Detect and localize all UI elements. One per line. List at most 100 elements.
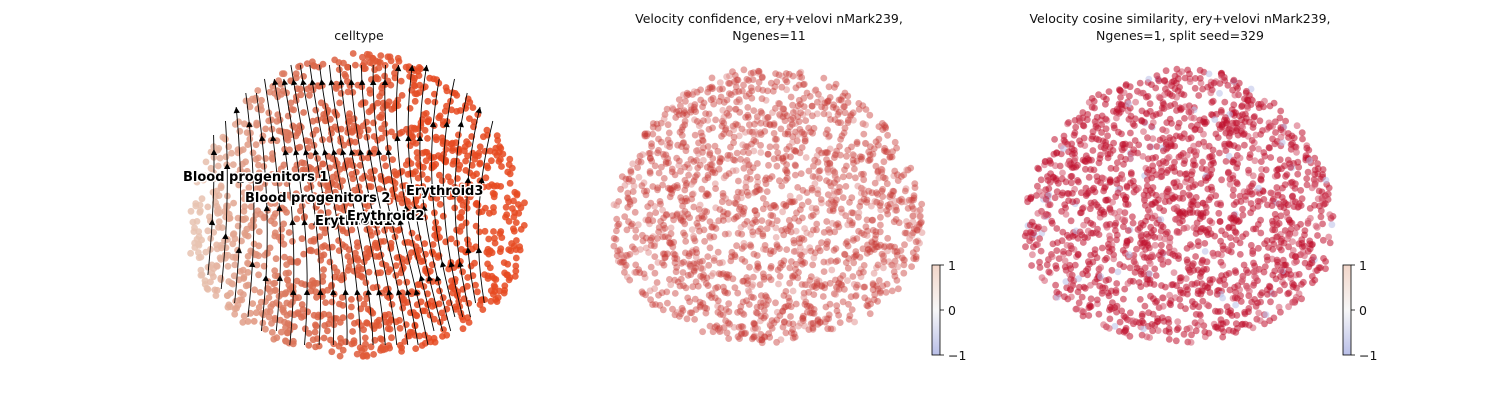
cell-point — [255, 271, 262, 279]
cell-point — [634, 164, 641, 172]
cell-point — [1239, 320, 1247, 328]
cell-point — [886, 243, 893, 250]
cell-point — [696, 227, 703, 235]
cell-point — [783, 167, 791, 175]
cell-point — [366, 227, 374, 235]
cell-point — [350, 115, 358, 123]
cell-point — [417, 258, 425, 265]
cell-point — [1080, 134, 1088, 142]
cell-point — [1191, 300, 1199, 308]
cell-point — [695, 214, 702, 222]
cell-point — [375, 64, 383, 72]
cell-point — [471, 152, 479, 159]
cell-point — [792, 171, 799, 179]
cell-point — [709, 270, 717, 277]
cell-point — [754, 260, 761, 268]
cell-point — [484, 272, 492, 280]
cell-point — [398, 92, 406, 99]
cell-point — [1202, 142, 1209, 150]
cell-point — [1241, 141, 1248, 149]
cell-point — [412, 345, 420, 352]
cell-point — [1147, 223, 1155, 231]
cell-point — [1173, 93, 1180, 101]
cell-point — [1093, 296, 1101, 304]
cell-point — [456, 161, 464, 169]
cell-point — [387, 81, 395, 89]
cell-point — [1197, 318, 1205, 325]
cell-point — [880, 158, 888, 166]
cell-point — [766, 143, 774, 151]
cell-point — [825, 83, 833, 91]
cell-point — [293, 215, 301, 223]
cell-point — [1068, 140, 1076, 148]
panel2-title-line2: Ngenes=11 — [732, 28, 805, 43]
cell-point — [856, 202, 864, 210]
cell-point — [249, 149, 257, 157]
cell-point — [1325, 184, 1333, 192]
stream-arrow — [300, 79, 307, 86]
cell-point — [499, 150, 507, 158]
cell-point — [792, 227, 800, 235]
cell-point — [665, 129, 673, 137]
cell-point — [735, 132, 743, 140]
cell-point — [750, 250, 758, 258]
cell-point — [1210, 252, 1218, 260]
cell-point — [1275, 220, 1283, 227]
stream-arrow — [262, 275, 269, 282]
cell-point — [845, 172, 853, 180]
cell-point — [1260, 149, 1268, 156]
cell-point — [651, 162, 659, 170]
cell-point — [1218, 227, 1225, 235]
cell-point — [1199, 209, 1207, 217]
cell-point — [801, 137, 809, 145]
cell-point — [1217, 258, 1225, 266]
cell-point — [697, 264, 705, 272]
cell-point — [1276, 287, 1284, 294]
cell-point — [831, 173, 839, 181]
cell-point — [1299, 135, 1306, 143]
cell-point — [1239, 276, 1247, 283]
cell-point — [908, 263, 915, 270]
cell-point — [1236, 239, 1244, 247]
cell-point — [240, 275, 248, 282]
cell-point — [1116, 87, 1124, 94]
cell-point — [1173, 229, 1181, 236]
cell-point — [688, 226, 696, 234]
cell-point — [505, 161, 513, 169]
cell-point — [677, 194, 684, 201]
stream-arrow — [418, 275, 425, 282]
cell-point — [679, 307, 687, 314]
cell-point — [827, 116, 834, 123]
cell-point — [1121, 327, 1129, 335]
cell-point — [831, 151, 839, 159]
cell-point — [1068, 164, 1076, 171]
cell-point — [1116, 261, 1124, 268]
cell-point — [1199, 158, 1206, 166]
cell-point — [1304, 168, 1312, 176]
cell-point — [804, 198, 812, 206]
cell-point — [750, 333, 758, 341]
panel2-title-line1: Velocity confidence, ery+velovi nMark239… — [635, 11, 903, 26]
cell-point — [673, 255, 681, 263]
cell-point — [388, 128, 395, 136]
cell-point — [415, 192, 422, 200]
cell-point — [1268, 236, 1276, 244]
cell-point — [814, 316, 822, 323]
cell-point — [330, 264, 338, 271]
cell-point — [1110, 107, 1117, 115]
cell-point — [380, 154, 388, 162]
cell-point — [799, 186, 807, 194]
cell-point — [887, 191, 895, 199]
cell-point — [807, 247, 815, 255]
cell-point — [1193, 219, 1201, 227]
cell-point — [1173, 79, 1180, 87]
cell-point — [776, 245, 783, 253]
cell-point — [1260, 196, 1268, 203]
cell-point — [725, 335, 733, 342]
cell-point — [231, 310, 239, 318]
cell-point — [1186, 324, 1193, 332]
cell-point — [1248, 137, 1256, 144]
cell-point — [197, 271, 205, 279]
cell-point — [899, 254, 906, 262]
cell-point — [864, 246, 872, 254]
